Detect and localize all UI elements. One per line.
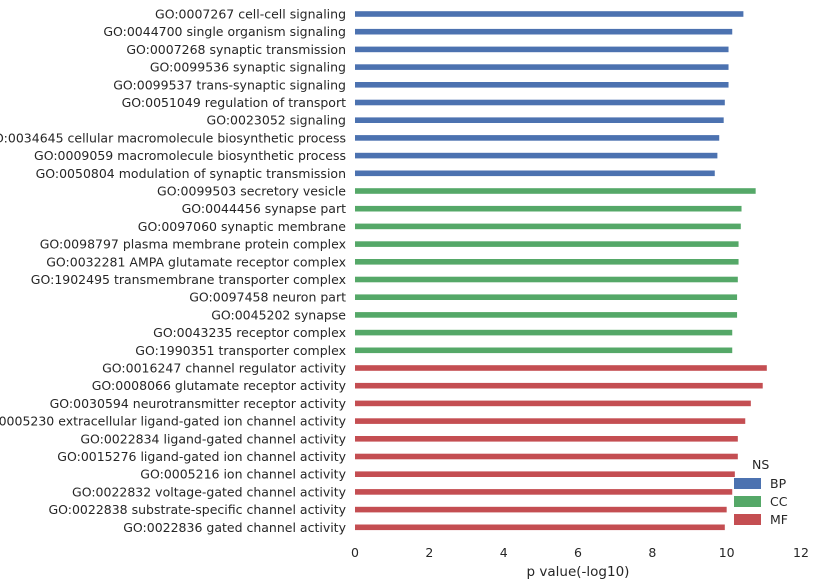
category-label: GO:0044456 synapse part (182, 201, 346, 216)
category-label: GO:0030594 neurotransmitter receptor act… (50, 396, 347, 411)
bar (355, 489, 733, 495)
category-label: GO:1990351 transporter complex (135, 343, 346, 358)
category-label: GO:0009059 macromolecule biosynthetic pr… (34, 148, 346, 163)
category-label: GO:0051049 regulation of transport (122, 95, 347, 110)
category-label: GO:0050804 modulation of synaptic transm… (36, 166, 346, 181)
category-label: GO:0022832 voltage-gated channel activit… (72, 484, 347, 499)
category-label: GO:0022838 substrate-specific channel ac… (48, 502, 346, 517)
bar (355, 418, 746, 424)
category-label: GO:0005216 ion channel activity (140, 467, 346, 482)
bar (355, 28, 733, 35)
category-label: GO:1902495 transmembrane transporter com… (31, 272, 346, 287)
category-label: GO:0099537 trans-synaptic signaling (113, 77, 346, 92)
bar (355, 11, 744, 17)
category-label: GO:0022834 ligand-gated channel activity (80, 431, 346, 446)
x-axis-label: p value(-log10) (527, 564, 630, 580)
bar (355, 259, 739, 265)
legend-label: BP (770, 476, 787, 491)
bar (355, 205, 742, 212)
x-tick-label: 6 (574, 545, 582, 560)
bar (355, 294, 738, 300)
category-label: GO:0034645 cellular macromolecule biosyn… (0, 130, 346, 145)
bar (355, 382, 763, 389)
bar (355, 170, 715, 177)
x-tick-label: 4 (500, 545, 508, 560)
category-label: GO:0032281 AMPA glutamate receptor compl… (46, 254, 346, 269)
bar (355, 152, 718, 159)
legend: NS BP CC MF (734, 457, 788, 527)
x-tick-label: 0 (351, 545, 359, 560)
bar (355, 524, 725, 531)
category-label: GO:0043235 receptor complex (153, 325, 346, 340)
category-label: GO:0007268 synaptic transmission (126, 42, 346, 57)
category-labels: GO:0007267 cell-cell signaling GO:0044700… (0, 7, 347, 535)
bar (355, 453, 738, 460)
category-label: GO:0097060 synaptic membrane (138, 219, 347, 234)
category-label: GO:0098797 plasma membrane protein compl… (40, 237, 346, 252)
category-label: GO:0015276 ligand-gated ion channel acti… (57, 449, 346, 464)
bars-layer (355, 11, 767, 531)
bar (355, 436, 738, 442)
legend-swatch (734, 514, 761, 525)
x-tick-label: 12 (793, 545, 809, 560)
legend-label: MF (770, 512, 788, 527)
bar (355, 365, 767, 371)
bar (355, 471, 735, 477)
bar (355, 82, 729, 88)
bar (355, 64, 729, 70)
category-label: GO:0007267 cell-cell signaling (155, 7, 346, 22)
legend-title: NS (752, 457, 769, 472)
category-label: GO:0022836 gated channel activity (123, 520, 346, 535)
bar (355, 347, 733, 354)
category-label: GO:0008066 glutamate receptor activity (92, 378, 347, 393)
category-label: GO:0099536 synaptic signaling (150, 60, 346, 75)
bar (355, 329, 733, 336)
x-tick-label: 2 (425, 545, 433, 560)
x-tick-label: 8 (648, 545, 656, 560)
bar (355, 223, 741, 230)
category-label: GO:0044700 single organism signaling (103, 24, 346, 39)
x-tick-label: 10 (719, 545, 735, 560)
bar (355, 400, 751, 407)
bar (355, 506, 727, 513)
legend-swatch (734, 496, 761, 507)
category-label: GO:0016247 channel regulator activity (102, 361, 346, 376)
category-label: GO:0097458 neuron part (189, 290, 346, 305)
category-label: GO:0023052 signaling (207, 113, 346, 128)
bar (355, 46, 729, 53)
bar (355, 312, 738, 318)
legend-swatch (734, 478, 761, 489)
category-label: GO:0045202 synapse (211, 307, 346, 322)
bar (355, 188, 756, 194)
legend-label: CC (770, 494, 788, 509)
bar (355, 99, 725, 106)
bar (355, 135, 720, 141)
x-tick-labels: 0 2 4 6 8 10 12 (351, 545, 809, 560)
bar (355, 276, 738, 283)
bar (355, 117, 724, 123)
category-label: GO:0005230 extracellular ligand-gated io… (0, 414, 347, 429)
bar (355, 241, 739, 247)
category-label: GO:0099503 secretory vesicle (157, 184, 346, 199)
